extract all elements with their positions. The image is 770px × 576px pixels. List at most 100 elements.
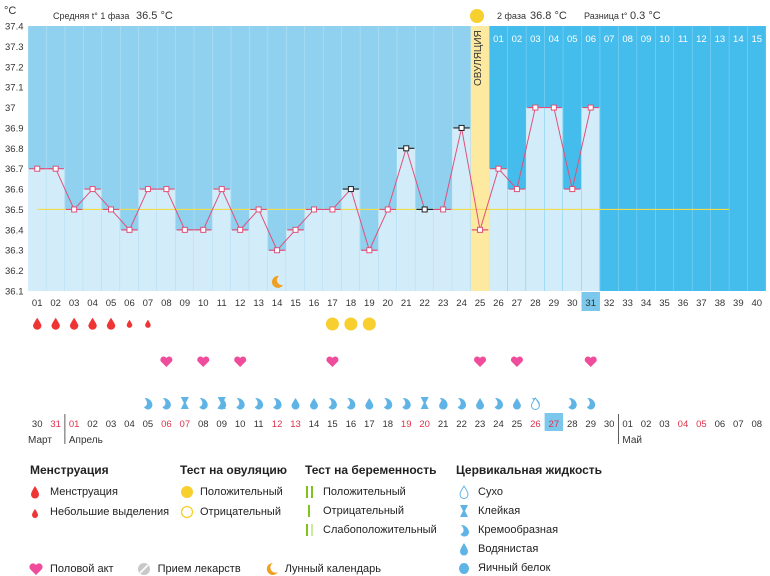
temp-column <box>28 168 46 291</box>
temp-point[interactable] <box>200 226 207 233</box>
cycle-day-label: 29 <box>549 298 560 309</box>
month-label: Май <box>622 435 642 446</box>
temp-point[interactable] <box>89 186 96 193</box>
calendar-date-label: 12 <box>272 419 283 430</box>
calendar-date-label: 01 <box>622 419 633 430</box>
cycle-day-label: 27 <box>512 298 523 309</box>
mucus-cream-icon[interactable] <box>457 398 467 410</box>
phase2-day-label: 06 <box>585 34 596 45</box>
mucus-cream-icon[interactable] <box>346 398 356 410</box>
temp-point[interactable] <box>532 104 539 111</box>
temp-point[interactable] <box>52 165 59 172</box>
heart-icon[interactable] <box>474 356 487 367</box>
menstruation-drop-icon[interactable] <box>106 317 116 330</box>
temp-column <box>286 229 305 291</box>
temp-point[interactable] <box>458 124 465 131</box>
mucus-watery-icon[interactable] <box>476 398 485 410</box>
temp-point[interactable] <box>71 206 78 213</box>
mucus-cream-icon[interactable] <box>273 398 282 410</box>
heart-icon[interactable] <box>584 356 597 367</box>
legend-menstruation-item: Менструация <box>30 485 169 499</box>
temp-point[interactable] <box>513 186 520 193</box>
spotting-drop-icon[interactable] <box>145 319 151 328</box>
heart-icon[interactable] <box>234 356 247 367</box>
temp-point[interactable] <box>274 247 281 254</box>
phase2-day-label: 14 <box>733 34 744 45</box>
legend-pregtest-weak: Слабоположительный <box>305 523 437 537</box>
temp-point[interactable] <box>477 226 484 233</box>
mucus-cream-icon[interactable] <box>383 398 393 410</box>
mucus-sticky-icon[interactable] <box>180 397 189 409</box>
mucus-watery-icon[interactable] <box>309 398 318 410</box>
temp-point[interactable] <box>587 104 594 111</box>
heart-icon[interactable] <box>197 356 210 367</box>
mucus-cream-icon[interactable] <box>328 398 337 410</box>
temp-point[interactable] <box>440 206 447 213</box>
temp-point[interactable] <box>347 186 354 193</box>
mucus-sticky-icon[interactable] <box>217 397 226 409</box>
mucus-watery-icon[interactable] <box>512 398 521 410</box>
calendar-date-label: 04 <box>678 419 689 430</box>
calendar-date-label: 07 <box>733 419 744 430</box>
temp-point[interactable] <box>292 226 299 233</box>
mucus-cream-icon[interactable] <box>586 398 596 410</box>
calendar-date-label: 16 <box>346 419 357 430</box>
mucus-cream-icon[interactable] <box>162 398 171 410</box>
mucus-watery-icon[interactable] <box>291 398 300 410</box>
y-tick-label: 36.3 <box>5 246 24 257</box>
mucus-cream-icon[interactable] <box>199 398 208 410</box>
mucus-cream-icon[interactable] <box>402 398 411 410</box>
ovulation-test-positive-icon[interactable] <box>362 317 376 331</box>
cycle-day-label: 39 <box>733 298 744 309</box>
calendar-date-label: 10 <box>235 419 246 430</box>
mucus-cream-icon[interactable] <box>143 398 153 410</box>
temp-point[interactable] <box>421 206 428 213</box>
temp-point[interactable] <box>569 186 576 193</box>
mucus-dry-icon[interactable] <box>530 397 540 410</box>
phase2-day-label: 09 <box>641 34 652 45</box>
temp-point[interactable] <box>126 226 133 233</box>
phase2-day-label: 10 <box>659 34 670 45</box>
temp-point[interactable] <box>218 186 225 193</box>
legend-cervical-sticky-label: Клейкая <box>478 505 521 517</box>
temp-point[interactable] <box>181 226 188 233</box>
heart-icon[interactable] <box>510 356 523 367</box>
heart-icon[interactable] <box>160 356 173 367</box>
spotting-drop-icon[interactable] <box>126 319 133 328</box>
calendar-date-label: 30 <box>32 419 43 430</box>
temp-point[interactable] <box>495 165 502 172</box>
temp-point[interactable] <box>329 206 336 213</box>
menstruation-drop-icon[interactable] <box>33 317 42 330</box>
temp-point[interactable] <box>550 104 557 111</box>
ovulation-test-positive-icon[interactable] <box>325 317 339 331</box>
mucus-cream-icon[interactable] <box>254 398 264 410</box>
mucus-watery-icon[interactable] <box>365 398 374 410</box>
temp-point[interactable] <box>384 206 391 213</box>
cycle-day-label: 25 <box>475 298 486 309</box>
phase2-day-label: 02 <box>512 34 523 45</box>
phase2-day-label: 11 <box>678 34 688 45</box>
heart-icon[interactable] <box>326 356 339 367</box>
y-tick-label: 36.9 <box>5 123 24 134</box>
temp-point[interactable] <box>144 186 151 193</box>
temp-point[interactable] <box>310 206 317 213</box>
temp-point[interactable] <box>108 206 115 213</box>
temp-column <box>194 229 212 291</box>
temp-point[interactable] <box>366 247 373 254</box>
calendar-date-label: 25 <box>512 419 523 430</box>
temp-point[interactable] <box>163 186 170 193</box>
mucus-cream-icon[interactable] <box>568 398 577 410</box>
temp-point[interactable] <box>237 226 244 233</box>
temp-point[interactable] <box>34 165 41 172</box>
temp-point[interactable] <box>403 145 410 152</box>
menstruation-drop-icon[interactable] <box>51 317 60 330</box>
mucus-sticky-icon[interactable] <box>420 397 429 409</box>
menstruation-drop-icon[interactable] <box>69 317 79 330</box>
moon-icon[interactable] <box>271 275 284 288</box>
mucus-cream-icon[interactable] <box>236 398 245 410</box>
mucus-watery-icon[interactable] <box>439 398 448 410</box>
temp-point[interactable] <box>255 206 262 213</box>
mucus-cream-icon[interactable] <box>494 398 503 410</box>
menstruation-drop-icon[interactable] <box>88 317 97 330</box>
ovulation-test-positive-icon[interactable] <box>344 317 358 331</box>
